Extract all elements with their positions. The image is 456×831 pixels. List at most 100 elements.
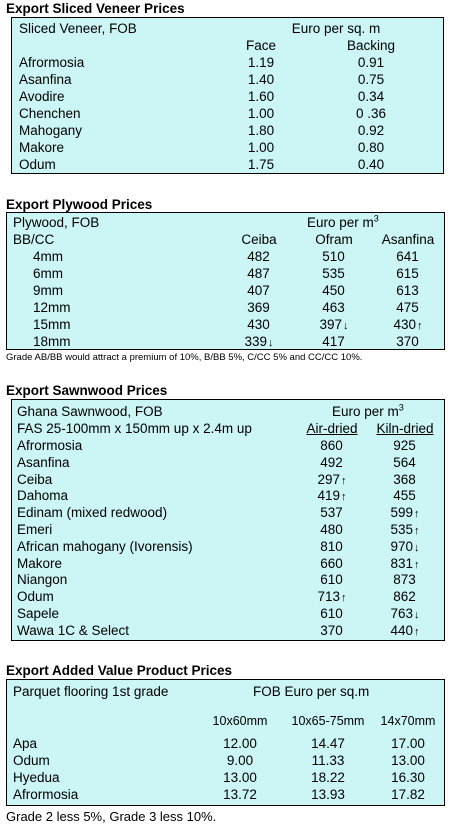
sawnwood-cell-kiln: 763↓ (390, 606, 420, 621)
parquet-cell: 17.82 (391, 787, 425, 802)
sawnwood-cell-air: 610 (320, 606, 343, 621)
sawnwood-row-name: Edinam (mixed redwood) (17, 505, 168, 521)
parquet-subtitle: Parquet flooring 1st grade (13, 684, 169, 699)
sawnwood-section-title: Export Sawnwood Prices (6, 383, 168, 398)
plywood-cell: 450 (322, 283, 345, 298)
plywood-row-name: 15mm (33, 317, 71, 332)
veneer-row-name: Afrormosia (19, 55, 85, 70)
sawnwood-cell-kiln: 831↑ (390, 555, 420, 571)
plywood-cell: 430 (247, 317, 270, 332)
parquet-cell: 12.00 (223, 736, 257, 751)
down-arrow-icon: ↓ (343, 320, 349, 332)
sawnwood-row-name: African mahogany (Ivorensis) (17, 538, 193, 554)
plywood-cell: 475 (396, 300, 419, 315)
plywood-row-name: 18mm (33, 334, 71, 349)
parquet-cell: 13.00 (391, 753, 425, 768)
veneer-row-name: Chenchen (19, 106, 81, 121)
plywood-cell: 397↓ (319, 317, 349, 332)
sawnwood-cell-air: 419↑ (317, 488, 347, 504)
sawnwood-row-name: Ceiba (17, 471, 53, 487)
plywood-cell: 407 (247, 283, 270, 298)
veneer-row-face: 1.19 (247, 55, 275, 70)
sawnwood-spec: FAS 25-100mm x 150mm up x 2.4m up (17, 421, 252, 436)
sawnwood-cell-air: 860 (320, 438, 343, 453)
sawnwood-cell-air: 660 (320, 555, 343, 571)
parquet-cell: 16.30 (391, 770, 425, 785)
plywood-cell: 615 (396, 266, 419, 281)
sawnwood-row-name: Odum (17, 589, 54, 605)
plywood-cell: 510 (322, 249, 345, 264)
sawnwood-row-name: Emeri (17, 522, 53, 537)
parquet-section-title: Export Added Value Product Prices (6, 663, 233, 678)
plywood-cell: 613 (396, 283, 419, 298)
veneer-row-name: Odum (19, 157, 56, 172)
sawnwood-row-name: Sapele (17, 606, 60, 621)
plywood-unit: Euro per m3 (307, 213, 379, 230)
plywood-subtitle: Plywood, FOB (13, 215, 100, 230)
sawnwood-cell-kiln: 925 (393, 438, 416, 453)
veneer-section-title: Export Sliced Veneer Prices (6, 1, 185, 16)
plywood-row-name: 4mm (33, 249, 63, 264)
sawnwood-cell-kiln: 862 (393, 589, 416, 605)
veneer-row-face: 1.75 (247, 157, 275, 172)
veneer-table: Sliced Veneer, FOB Euro per sq. m Face B… (11, 17, 444, 174)
plywood-col-ofram: Ofram (315, 232, 353, 247)
plywood-cell: 463 (322, 300, 345, 315)
sawnwood-cell-air: 810 (320, 538, 343, 554)
plywood-cell: 487 (247, 266, 270, 281)
veneer-row-face: 1.80 (247, 123, 275, 138)
parquet-cell: 18.22 (311, 770, 345, 785)
veneer-row-name: Makore (19, 140, 65, 155)
plywood-row-name: 9mm (33, 283, 63, 298)
parquet-table: Parquet flooring 1st grade FOB Euro per … (6, 679, 445, 806)
parquet-unit: FOB Euro per sq.m (253, 684, 370, 699)
plywood-cell: 482 (247, 249, 270, 264)
sawnwood-unit: Euro per m3 (332, 402, 404, 419)
sawnwood-subtitle: Ghana Sawnwood, FOB (17, 404, 163, 419)
veneer-row-backing: 0.75 (357, 72, 385, 87)
veneer-row-backing: 0 .36 (355, 106, 387, 121)
parquet-col-2: 10x65-75mm (291, 714, 365, 728)
plywood-section-title: Export Plywood Prices (6, 197, 153, 212)
plywood-note: Grade AB/BB would attract a premium of 1… (6, 352, 363, 363)
sawnwood-cell-kiln: 970↓ (390, 538, 420, 554)
sawnwood-cell-kiln: 873 (393, 572, 416, 588)
parquet-note: Grade 2 less 5%, Grade 3 less 10%. (6, 809, 217, 824)
sawnwood-cell-air: 713↑ (317, 589, 347, 605)
veneer-row-name: Mahogany (19, 123, 83, 138)
sawnwood-cell-kiln: 368 (393, 471, 416, 487)
plywood-table: Plywood, FOB Euro per m3 BB/CC Ceiba Ofr… (6, 212, 445, 350)
plywood-cell: 417 (322, 334, 345, 349)
sawnwood-cell-air: 297↑ (317, 471, 347, 487)
parquet-cell: 17.00 (391, 736, 425, 751)
veneer-row-backing: 0.92 (357, 123, 385, 138)
plywood-col-ceiba: Ceiba (241, 232, 277, 247)
plywood-row-name: 6mm (33, 266, 63, 281)
plywood-row-name: 12mm (33, 300, 71, 315)
sawnwood-cell-air: 480 (320, 522, 343, 537)
sawnwood-cell-kiln: 535↑ (390, 522, 420, 537)
sawnwood-cell-kiln: 455 (393, 488, 416, 504)
sawnwood-cell-air: 610 (320, 572, 343, 588)
parquet-cell: 13.00 (223, 770, 257, 785)
parquet-cell: 14.47 (311, 736, 345, 751)
veneer-col-backing: Backing (346, 38, 396, 53)
veneer-row-backing: 0.40 (357, 157, 385, 172)
parquet-cell: 13.93 (311, 787, 345, 802)
plywood-grade: BB/CC (13, 232, 55, 247)
parquet-row-name: Afrormosia (13, 787, 79, 802)
plywood-cell: 535 (322, 266, 345, 281)
sawnwood-row-name: Asanfina (17, 454, 70, 470)
parquet-row-name: Hyedua (13, 770, 60, 785)
plywood-cell: 430↑ (393, 317, 423, 332)
parquet-row-name: Apa (13, 736, 38, 751)
parquet-row-name: Odum (13, 753, 50, 768)
sawnwood-cell-air: 537 (320, 505, 343, 521)
parquet-cell: 13.72 (223, 787, 257, 802)
veneer-row-face: 1.60 (247, 89, 275, 104)
sawnwood-col-air: Air-dried (306, 421, 358, 436)
plywood-cell: 641 (396, 249, 419, 264)
up-arrow-icon: ↑ (417, 320, 423, 332)
parquet-cell: 11.33 (311, 753, 345, 768)
sawnwood-row-name: Afrormosia (17, 438, 83, 453)
